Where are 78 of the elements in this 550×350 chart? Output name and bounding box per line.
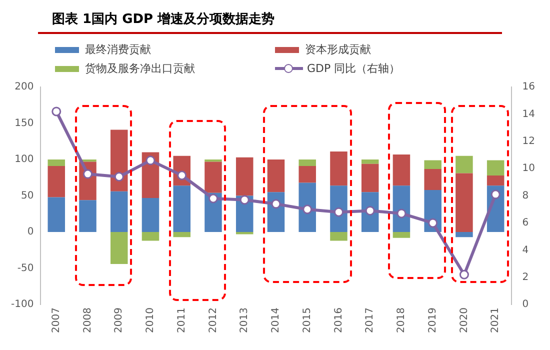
x-tick-label: 2007 — [50, 308, 62, 334]
point — [334, 207, 344, 217]
point — [52, 106, 62, 116]
point — [302, 204, 312, 214]
y2-tick-label: 12 — [522, 136, 536, 147]
y2-tick-label: 0 — [522, 299, 529, 310]
legend-label: 资本形成贡献 — [305, 42, 371, 57]
legend-label: 货物及服务净出口贡献 — [85, 61, 195, 76]
bar — [361, 164, 379, 192]
point — [114, 172, 124, 182]
point — [396, 208, 406, 218]
bar — [298, 160, 316, 166]
y-tick-label: 0 — [27, 226, 34, 238]
bar — [48, 166, 66, 198]
y2-tick-label: 14 — [522, 108, 536, 120]
x-tick-label: 2020 — [458, 308, 470, 334]
bar — [110, 232, 128, 264]
x-tick-label: 2018 — [396, 308, 408, 334]
bar — [79, 200, 96, 232]
y-tick-label: 200 — [14, 82, 34, 93]
x-tick-label: 2021 — [490, 308, 502, 334]
bar — [110, 191, 128, 232]
bar — [456, 173, 473, 232]
bar — [392, 154, 410, 186]
bar — [424, 168, 442, 190]
y-tick-label: -100 — [10, 299, 34, 310]
point — [459, 270, 469, 280]
x-tick-label: 2019 — [427, 308, 438, 334]
bar — [456, 232, 473, 238]
bar — [456, 156, 473, 174]
y-tick-label: 150 — [14, 118, 34, 129]
x-tick-label: 2008 — [82, 308, 94, 334]
legend-label: 最终消费贡献 — [85, 42, 151, 57]
chart-title: 图表 1国内 GDP 增速及分项数据走势 — [38, 8, 502, 34]
bar — [173, 232, 190, 238]
bar — [392, 232, 410, 238]
bar — [298, 166, 316, 183]
x-tick-label: 2011 — [176, 308, 188, 334]
point — [490, 190, 500, 200]
bar — [142, 198, 160, 232]
y2-tick-label: 6 — [522, 218, 529, 229]
bar — [142, 232, 160, 241]
bar — [486, 160, 504, 176]
y2-tick-label: 8 — [522, 190, 529, 202]
x-tick-label: 2013 — [239, 308, 250, 334]
x-tick-label: 2017 — [364, 308, 376, 334]
bar — [267, 160, 285, 192]
bar — [424, 160, 442, 169]
bar — [110, 130, 128, 192]
y2-tick-label: 4 — [522, 244, 529, 256]
legend-label: GDP 同比（右轴） — [307, 61, 400, 76]
bar — [48, 197, 66, 232]
bar — [236, 157, 254, 196]
point — [271, 199, 281, 209]
y2-tick-label: 10 — [522, 163, 536, 174]
bar — [204, 162, 222, 193]
point — [146, 156, 156, 166]
y-tick-label: 100 — [14, 154, 34, 166]
x-tick-label: 2015 — [302, 308, 313, 334]
point — [428, 218, 438, 228]
point — [83, 169, 93, 179]
x-tick-label: 2012 — [208, 308, 219, 334]
bar — [361, 160, 379, 164]
bar — [486, 175, 504, 186]
x-tick-label: 2014 — [270, 308, 282, 334]
point — [240, 195, 250, 205]
y-tick-label: -50 — [17, 262, 34, 274]
x-tick-label: 2010 — [145, 308, 156, 334]
y2-tick-label: 16 — [522, 82, 536, 93]
y2-tick-label: 2 — [522, 272, 529, 283]
y-tick-label: 50 — [20, 190, 34, 202]
x-tick-label: 2016 — [333, 308, 344, 334]
bar — [48, 160, 66, 166]
x-tick-label: 2009 — [114, 308, 125, 334]
point — [208, 194, 218, 204]
bar — [330, 232, 348, 241]
bar — [173, 186, 190, 232]
bar — [330, 152, 348, 186]
